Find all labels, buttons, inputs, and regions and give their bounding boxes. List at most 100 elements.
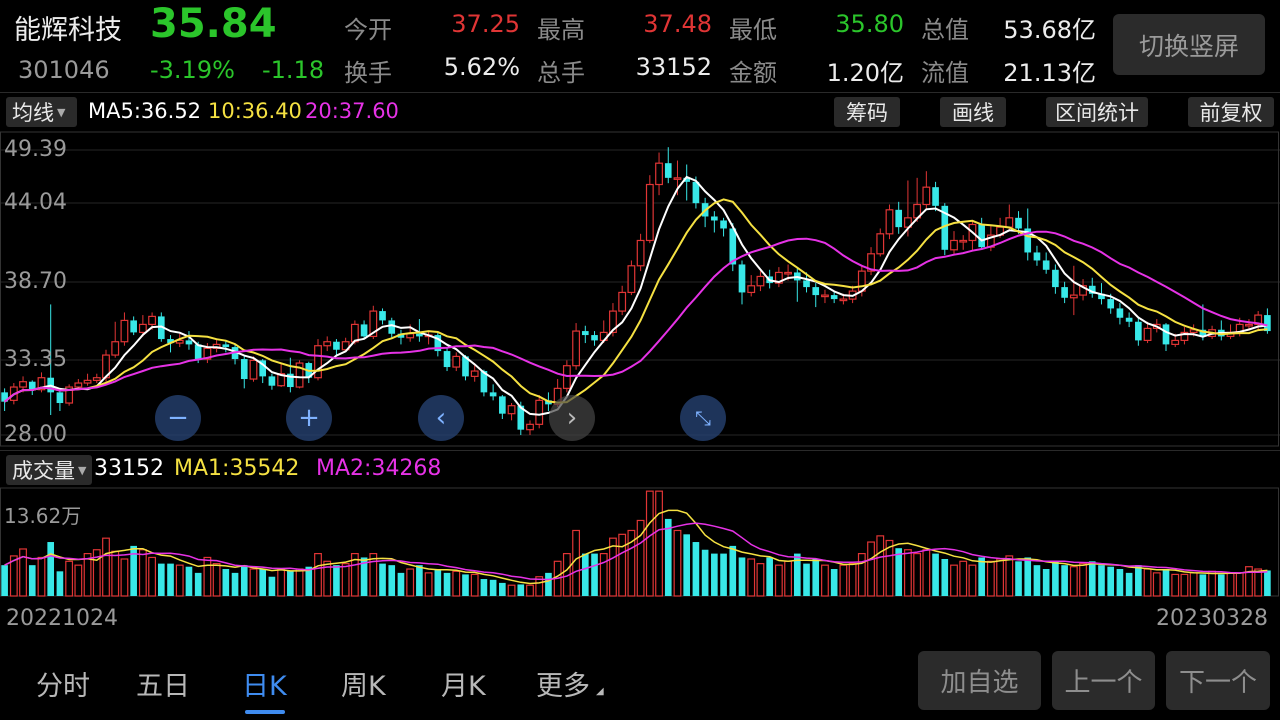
candle-body-down	[388, 320, 396, 334]
tab-more[interactable]: 更多	[536, 671, 590, 702]
volume-bar-down	[434, 569, 442, 596]
volume-bar-up	[341, 563, 350, 597]
volume-bar-up	[996, 558, 1005, 597]
volume-bar-down	[222, 569, 230, 596]
volume-bar-up	[74, 564, 83, 597]
price-axis-label: 44.04	[4, 190, 67, 215]
candle-body-down	[434, 335, 442, 352]
candle-body-down	[1135, 321, 1142, 341]
previous-stock-button[interactable]: 上一个	[1052, 651, 1155, 710]
volume-bar-down	[1217, 574, 1225, 596]
ma5-legend: MA5:36.52	[88, 99, 202, 123]
candle-body-down	[462, 356, 469, 377]
switch-portrait-button[interactable]: 切换竖屏	[1113, 14, 1265, 75]
volume-bar-up	[627, 529, 636, 597]
tab-monthly-k[interactable]: 月K	[441, 671, 486, 702]
volume-bar-down	[1199, 574, 1207, 596]
range-stats-button[interactable]: 区间统计	[1046, 97, 1148, 127]
high-value: 37.48	[643, 10, 712, 38]
candle-body-down	[130, 320, 137, 333]
next-stock-button[interactable]: 下一个	[1166, 651, 1270, 710]
candle-body-down	[1098, 293, 1105, 300]
tab-five-day[interactable]: 五日	[136, 671, 190, 702]
volume-bar-up	[756, 563, 765, 597]
volume-bar-down	[397, 572, 405, 596]
candle-body-up	[645, 183, 654, 242]
volume-bar-down	[305, 566, 313, 596]
candle-body-up	[452, 355, 461, 368]
volume-bar-up	[950, 564, 958, 597]
volume-bar-down	[793, 553, 801, 596]
zoom-in-button[interactable]: +	[286, 395, 332, 441]
candle-body-down	[812, 287, 820, 296]
volume-bar-up	[599, 552, 608, 597]
volume-bar-up	[452, 570, 461, 597]
minus-icon: −	[167, 403, 189, 433]
volume-bar-up	[655, 490, 663, 597]
volume-bar-up	[784, 560, 793, 597]
mktcap-value: 53.68亿	[1003, 16, 1096, 44]
volume-bar-up	[774, 564, 783, 597]
volume-bar-up	[19, 548, 27, 597]
last-price: 35.84	[150, 1, 277, 47]
candle-body-down	[56, 392, 64, 404]
candle-body-down	[720, 220, 727, 229]
candle-body-down	[692, 181, 700, 204]
candle-body-up	[341, 341, 350, 351]
candle-body-up	[37, 377, 46, 391]
tab-intraday[interactable]: 分时	[36, 671, 90, 702]
candle-body-up	[774, 271, 783, 284]
volume-bar-down	[581, 553, 589, 596]
candle-body-up	[959, 239, 968, 243]
candle-body-up	[627, 265, 636, 294]
indicator-selector[interactable]: 成交量 ▼	[6, 455, 92, 485]
ma-selector[interactable]: 均线 ▼	[6, 97, 77, 127]
volume-bar-down	[1135, 565, 1142, 596]
stock-name: 能辉科技	[14, 15, 122, 46]
dropdown-arrow-icon: ▼	[78, 463, 87, 477]
candle-body-up	[821, 294, 829, 298]
volume-bar-up	[249, 568, 258, 597]
volume-bar-down	[499, 582, 506, 596]
ma10-line	[3, 198, 1268, 404]
volume-label: 总手	[537, 59, 585, 87]
draw-line-button[interactable]: 画线	[940, 97, 1006, 127]
volume-bar-down	[28, 565, 36, 596]
volume-bar-down	[517, 584, 525, 596]
adjust-mode-button[interactable]: 前复权	[1188, 97, 1274, 127]
candle-body-down	[268, 376, 276, 386]
tab-daily-k[interactable]: 日K	[242, 671, 287, 702]
volume-bar-up	[1143, 568, 1152, 597]
chips-button[interactable]: 筹码	[834, 97, 900, 127]
volume-bar-up	[848, 563, 857, 597]
scroll-left-button[interactable]: ‹	[418, 395, 464, 441]
candle-body-up	[507, 405, 516, 415]
add-watchlist-button[interactable]: 加自选	[918, 651, 1041, 710]
volume-bar-down	[692, 542, 700, 596]
volume-bar-up	[1189, 572, 1198, 597]
candle-body-up	[83, 379, 92, 384]
scroll-right-button[interactable]: ›	[549, 395, 595, 441]
candle-body-down	[489, 392, 497, 397]
candle-body-down	[581, 331, 589, 336]
collapse-button[interactable]: ⤡	[680, 395, 726, 441]
zoom-out-button[interactable]: −	[155, 395, 201, 441]
volume-bar-up	[1152, 572, 1161, 597]
candle-body-down	[1061, 287, 1068, 298]
volume-bar-down	[167, 563, 174, 596]
candle-body-up	[839, 298, 848, 302]
volume-bar-up	[1180, 573, 1189, 597]
candle-body-down	[185, 340, 193, 345]
volume-bar-down	[701, 549, 709, 596]
candle-body-down	[416, 333, 423, 337]
tab-weekly-k[interactable]: 周K	[341, 671, 386, 702]
volume-bar-up	[618, 533, 627, 597]
price-axis-label: 49.39	[4, 137, 67, 162]
candle-body-down	[517, 405, 525, 430]
volume-bar-down	[489, 579, 497, 596]
price-axis-label: 28.00	[4, 422, 67, 447]
candle-body-up	[609, 310, 617, 334]
plus-icon: +	[298, 403, 320, 433]
candle-body-up	[885, 209, 894, 235]
